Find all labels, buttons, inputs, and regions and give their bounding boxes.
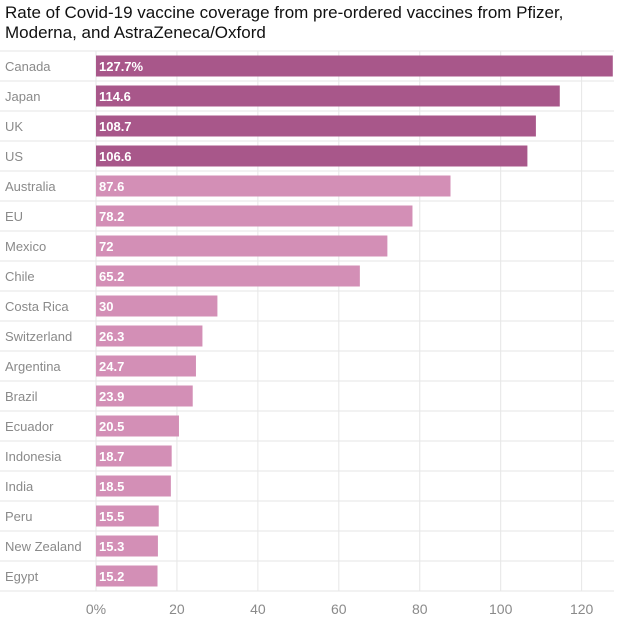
bar-value-label: 72: [99, 239, 113, 254]
category-label: Egypt: [5, 569, 39, 584]
category-label: Ecuador: [5, 419, 54, 434]
bar-value-label: 15.3: [99, 539, 124, 554]
bar-value-label: 26.3: [99, 329, 124, 344]
bar: [96, 325, 203, 347]
category-label: Mexico: [5, 239, 46, 254]
category-label: US: [5, 149, 23, 164]
category-label: Chile: [5, 269, 35, 284]
label-layer: 127.7% Canada 114.6 Japan 108.7 UK 106.6 US 87.6…: [5, 59, 144, 584]
x-tick-label: 60: [331, 601, 347, 617]
bar: [96, 295, 218, 317]
bar: [96, 535, 158, 557]
grid-layer: [0, 50, 614, 592]
bar-value-label: 15.2: [99, 569, 124, 584]
bar-value-label: 106.6: [99, 149, 132, 164]
bar: [96, 475, 171, 497]
category-label: Costa Rica: [5, 299, 69, 314]
category-label: UK: [5, 119, 23, 134]
x-axis: 0% 20 40 60 80 100 120: [86, 601, 594, 617]
chart-title: Rate of Covid-19 vaccine coverage from p…: [5, 3, 564, 42]
x-tick-label: 0%: [86, 601, 106, 617]
bar: [96, 385, 193, 407]
category-label: Japan: [5, 89, 40, 104]
bar: [96, 145, 528, 167]
category-label: Peru: [5, 509, 32, 524]
category-label: Indonesia: [5, 449, 62, 464]
x-tick-label: 100: [489, 601, 513, 617]
bar-layer: [96, 55, 613, 587]
category-label: Switzerland: [5, 329, 72, 344]
bar-value-label: 87.6: [99, 179, 124, 194]
bar-value-label: 18.5: [99, 479, 124, 494]
bar: [96, 265, 360, 287]
bar: [96, 205, 413, 227]
category-label: Canada: [5, 59, 51, 74]
bar: [96, 445, 172, 467]
bar-value-label: 20.5: [99, 419, 124, 434]
x-tick-label: 80: [412, 601, 428, 617]
bar-value-label: 23.9: [99, 389, 124, 404]
category-label: EU: [5, 209, 23, 224]
bar-value-label: 127.7%: [99, 59, 144, 74]
bar-value-label: 24.7: [99, 359, 124, 374]
category-label: Argentina: [5, 359, 61, 374]
category-label: New Zealand: [5, 539, 82, 554]
bar: [96, 175, 451, 197]
bar: [96, 115, 536, 137]
x-tick-label: 40: [250, 601, 266, 617]
bar: [96, 415, 179, 437]
category-label: Australia: [5, 179, 56, 194]
bar-value-label: 18.7: [99, 449, 124, 464]
bar: [96, 505, 159, 527]
bar: [96, 85, 560, 107]
bar-value-label: 108.7: [99, 119, 132, 134]
bar-value-label: 65.2: [99, 269, 124, 284]
category-label: Brazil: [5, 389, 38, 404]
bar: [96, 565, 158, 587]
bar: [96, 355, 196, 377]
bar-value-label: 114.6: [99, 89, 131, 104]
x-tick-label: 20: [169, 601, 185, 617]
x-tick-label: 120: [570, 601, 594, 617]
bar: [96, 235, 388, 257]
bar-value-label: 78.2: [99, 209, 124, 224]
bar: [96, 55, 613, 77]
bar-value-label: 30: [99, 299, 113, 314]
bar-value-label: 15.5: [99, 509, 124, 524]
category-label: India: [5, 479, 34, 494]
